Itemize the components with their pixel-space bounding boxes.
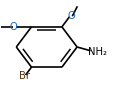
Text: Br: Br xyxy=(19,71,30,81)
Text: O: O xyxy=(68,11,76,21)
Text: NH₂: NH₂ xyxy=(88,47,107,57)
Text: O: O xyxy=(10,22,18,32)
